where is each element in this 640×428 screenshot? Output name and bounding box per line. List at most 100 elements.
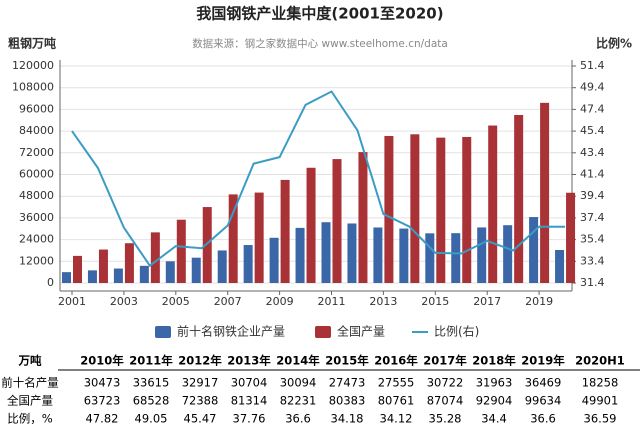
bar	[358, 152, 368, 283]
y-tick-label: 48000	[19, 189, 54, 202]
table-cell: 63723	[84, 394, 121, 408]
y-tick-label: 12000	[19, 254, 54, 267]
y2-tick-label: 37.4	[580, 211, 605, 224]
legend-label: 比例(右)	[434, 324, 479, 339]
bar	[113, 268, 123, 283]
table-cell: 34.18	[331, 412, 364, 426]
bar	[202, 207, 212, 283]
bar	[306, 167, 316, 283]
table-header: 2016年	[374, 354, 418, 368]
table-cell: 68528	[133, 394, 170, 408]
table-cell: 45.47	[184, 412, 217, 426]
y2-tick-label: 39.4	[580, 189, 605, 202]
bar	[529, 217, 539, 283]
table-cell: 27555	[378, 376, 415, 390]
table-cell: 34.4	[481, 412, 507, 426]
y-tick-label: 84000	[19, 124, 54, 137]
table-cell: 33615	[133, 376, 170, 390]
bar	[191, 257, 201, 283]
x-tick-label: 2011	[318, 295, 346, 308]
x-tick-label: 2007	[214, 295, 242, 308]
bar	[425, 233, 435, 283]
x-tick-label: 2015	[421, 295, 449, 308]
legend-swatch	[155, 326, 171, 338]
table-header: 2013年	[227, 354, 271, 368]
table-cell: 18258	[582, 376, 619, 390]
bar	[217, 250, 227, 283]
bar	[540, 102, 550, 283]
table-cell: 36.6	[530, 412, 556, 426]
bar	[243, 245, 253, 283]
x-tick-label: 2005	[162, 295, 190, 308]
x-tick-label: 2003	[110, 295, 138, 308]
bar	[451, 233, 461, 283]
y-tick-label: 24000	[19, 233, 54, 246]
bar	[488, 125, 498, 283]
bar	[280, 179, 290, 283]
table-header: 2019年	[521, 354, 565, 368]
bar	[321, 222, 331, 283]
bar	[176, 219, 186, 283]
table-header: 2011年	[129, 354, 173, 368]
bar	[373, 227, 383, 283]
y2-tick-label: 31.4	[580, 276, 605, 289]
y2-tick-label: 47.4	[580, 102, 605, 115]
bar	[73, 255, 82, 283]
y-tick-label: 96000	[19, 102, 54, 115]
bar	[150, 232, 160, 283]
table-cell: 30094	[280, 376, 317, 390]
bar	[566, 192, 576, 283]
bar	[228, 194, 238, 283]
y2-tick-label: 35.4	[580, 233, 605, 246]
y-tick-label: 108000	[12, 81, 54, 94]
table-cell: 49.05	[135, 412, 168, 426]
legend-label: 前十名钢铁企业产量	[177, 324, 285, 339]
bar	[347, 223, 357, 283]
y2-tick-label: 49.4	[580, 81, 605, 94]
bar	[384, 135, 394, 283]
line-series	[71, 90, 566, 268]
y-tick-label: 36000	[19, 211, 54, 224]
bar	[254, 192, 264, 283]
bar	[514, 114, 524, 283]
table-cell: 49901	[582, 394, 619, 408]
table-cell: 81314	[231, 394, 268, 408]
x-tick-label: 2001	[58, 295, 86, 308]
legend-label: 全国产量	[337, 324, 385, 339]
table-cell: 80383	[329, 394, 366, 408]
y-tick-label: 60000	[19, 168, 54, 181]
bar	[332, 159, 342, 283]
legend-swatch	[315, 326, 331, 338]
bar	[462, 136, 472, 283]
table-cell: 32917	[182, 376, 219, 390]
table-cell: 前十名产量	[1, 376, 59, 390]
table-cell: 比例，%	[7, 412, 52, 426]
bar	[165, 261, 175, 283]
table-header: 2018年	[472, 354, 516, 368]
table-cell: 80761	[378, 394, 415, 408]
bar	[295, 227, 305, 283]
x-tick-label: 2009	[266, 295, 294, 308]
table-cell: 36.59	[584, 412, 617, 426]
x-tick-label: 2019	[525, 295, 553, 308]
y2-tick-label: 43.4	[580, 146, 605, 159]
bar	[503, 225, 513, 283]
y-tick-label: 72000	[19, 146, 54, 159]
table-cell: 35.28	[429, 412, 462, 426]
table-cell: 92904	[476, 394, 513, 408]
bar	[555, 249, 565, 283]
table-header: 2012年	[178, 354, 222, 368]
table-cell: 27473	[329, 376, 366, 390]
table-header: 2017年	[423, 354, 467, 368]
bar	[399, 228, 409, 283]
bar	[124, 243, 134, 283]
table-cell: 82231	[280, 394, 317, 408]
y-axis-title: 粗钢万吨	[8, 36, 56, 51]
bar	[98, 249, 108, 283]
table-cell: 36469	[525, 376, 562, 390]
x-tick-label: 2017	[473, 295, 501, 308]
y-tick-label: 0	[47, 276, 54, 289]
table-header: 2015年	[325, 354, 369, 368]
table-header: 2010年	[80, 354, 124, 368]
